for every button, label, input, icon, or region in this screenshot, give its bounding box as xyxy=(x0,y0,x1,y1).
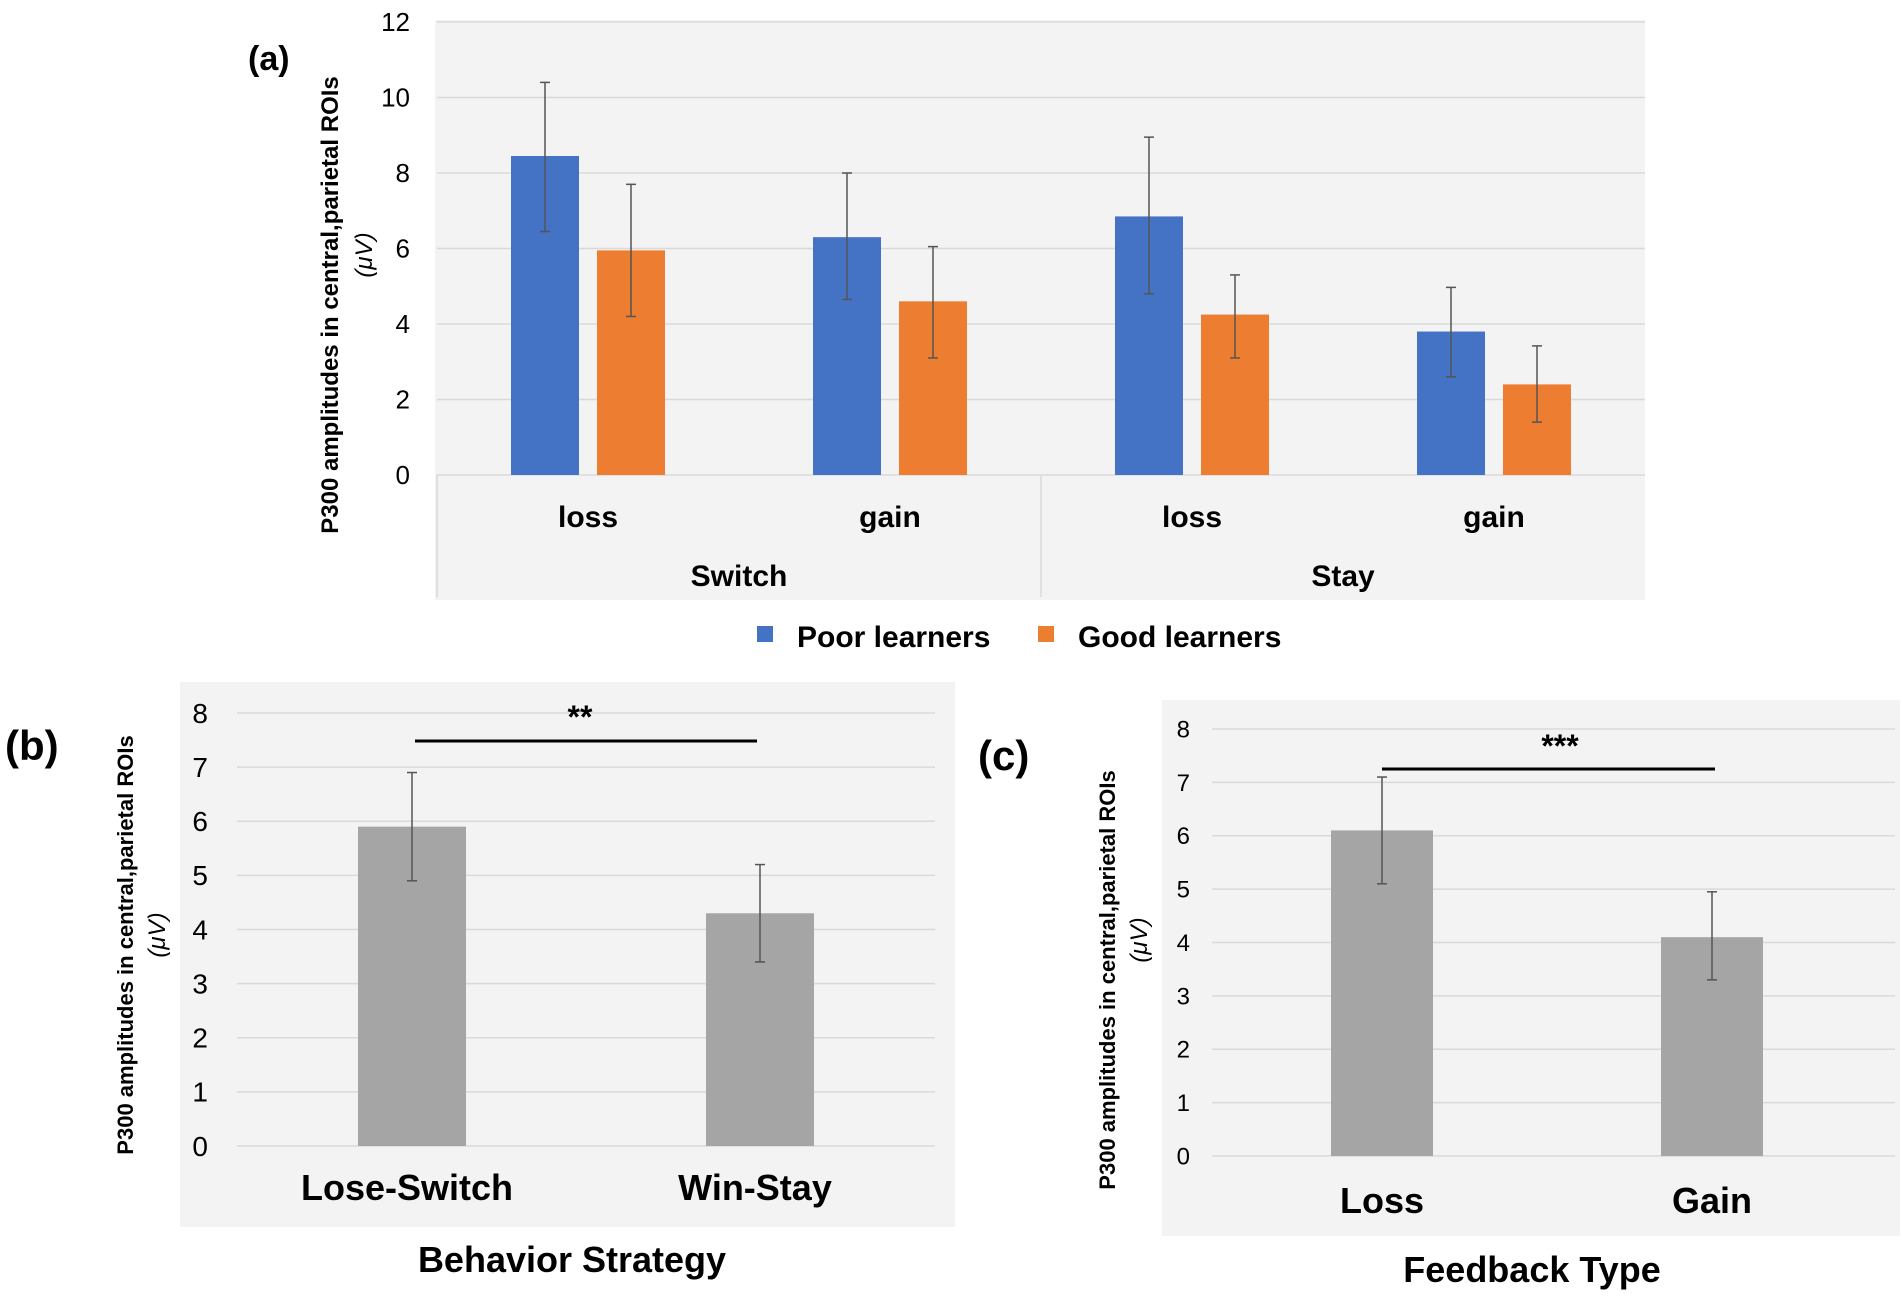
legend-swatch xyxy=(1038,626,1054,642)
x-tick-label: gain xyxy=(1463,501,1525,534)
y-tick-label: 5 xyxy=(1177,877,1190,904)
legend-swatch xyxy=(757,626,773,642)
bar-loss xyxy=(1331,830,1433,1156)
panel-c-xlabel: Feedback Type xyxy=(1403,1249,1660,1290)
y-tick-label: 5 xyxy=(192,860,208,891)
y-tick-label: 0 xyxy=(396,460,410,490)
y-tick-label: 4 xyxy=(1177,930,1190,957)
y-tick-label: 8 xyxy=(192,698,208,729)
y-tick-label: 6 xyxy=(1177,823,1190,850)
y-tick-label: 10 xyxy=(381,83,410,113)
x-tick-label: loss xyxy=(558,501,618,534)
panel-a-ylabel-unit: (μV) xyxy=(351,232,378,277)
y-tick-label: 2 xyxy=(1177,1037,1190,1064)
y-tick-label: 1 xyxy=(192,1077,208,1108)
y-tick-label: 2 xyxy=(396,385,410,415)
panel-c: (c) P300 amplitudes in central,parietal … xyxy=(978,700,1900,1290)
panel-c-ylabel: P300 amplitudes in central,parietal ROIs xyxy=(1095,770,1120,1189)
panel-b: (b) P300 amplitudes in central,parietal … xyxy=(5,682,955,1280)
y-tick-label: 7 xyxy=(1177,770,1190,797)
group-label: Stay xyxy=(1311,560,1375,593)
y-tick-label: 8 xyxy=(396,158,410,188)
y-tick-label: 12 xyxy=(381,7,410,37)
significance-marker: *** xyxy=(1541,728,1579,764)
panel-b-ylabel-unit: (μV) xyxy=(144,912,171,957)
panel-a-ylabel: P300 amplitudes in central,parietal ROIs xyxy=(317,76,344,534)
panel-b-plot-background xyxy=(180,682,955,1227)
significance-marker: ** xyxy=(568,699,593,735)
x-tick-label: Loss xyxy=(1340,1180,1424,1221)
y-tick-label: 6 xyxy=(396,234,410,264)
panel-c-plot-background xyxy=(1162,700,1900,1236)
y-tick-label: 4 xyxy=(192,914,208,945)
panel-b-ylabel: P300 amplitudes in central,parietal ROIs xyxy=(113,735,138,1154)
x-tick-label: gain xyxy=(859,501,921,534)
y-tick-label: 0 xyxy=(1177,1143,1190,1170)
y-tick-label: 8 xyxy=(1177,716,1190,743)
panel-a-label: (a) xyxy=(248,40,290,78)
panel-b-label: (b) xyxy=(5,722,59,769)
y-tick-label: 6 xyxy=(192,806,208,837)
panel-c-label: (c) xyxy=(978,732,1029,779)
y-tick-label: 3 xyxy=(1177,983,1190,1010)
legend-label: Good learners xyxy=(1078,621,1281,654)
group-label: Switch xyxy=(691,560,788,593)
y-tick-label: 4 xyxy=(396,309,410,339)
x-tick-label: Win-Stay xyxy=(678,1167,832,1208)
y-tick-label: 7 xyxy=(192,752,208,783)
y-tick-label: 2 xyxy=(192,1023,208,1054)
x-tick-label: Lose-Switch xyxy=(301,1167,513,1208)
y-tick-label: 0 xyxy=(192,1131,208,1162)
legend-label: Poor learners xyxy=(797,621,990,654)
panel-c-ylabel-unit: (μV) xyxy=(1126,917,1153,962)
y-tick-label: 1 xyxy=(1177,1090,1190,1117)
x-tick-label: Gain xyxy=(1672,1180,1752,1221)
y-tick-label: 3 xyxy=(192,968,208,999)
panel-b-xlabel: Behavior Strategy xyxy=(418,1239,726,1280)
panel-a: (a) P300 amplitudes in central,parietal … xyxy=(248,7,1645,654)
x-tick-label: loss xyxy=(1162,501,1222,534)
